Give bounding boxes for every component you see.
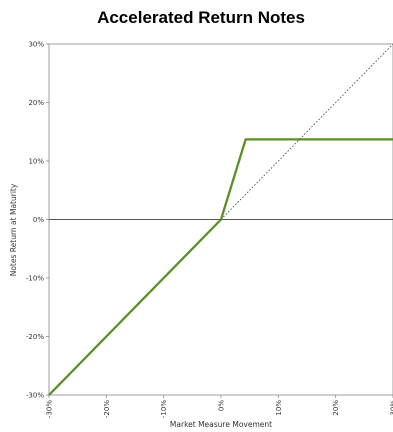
x-tick-label: -20%	[103, 400, 111, 418]
y-tick-label: -30%	[26, 392, 44, 400]
notes-return-line	[48, 138, 393, 396]
series-group	[48, 43, 393, 396]
x-axis-label: Market Measure Movement	[170, 420, 272, 429]
x-tick-label: -10%	[160, 400, 168, 418]
y-tick-label: 30%	[28, 41, 44, 49]
y-axis-ticks: 30% 20% 10% 0% -10% -20% -30%	[26, 41, 49, 400]
y-tick-label: 10%	[28, 158, 44, 166]
chart-title: Accelerated Return Notes	[97, 8, 305, 27]
y-tick-label: -10%	[26, 275, 44, 283]
y-axis-label: Notes Return at Maturity	[9, 183, 18, 276]
x-tick-label: -30%	[46, 400, 54, 418]
x-tick-label: 30%	[390, 400, 393, 416]
y-tick-label: 20%	[28, 99, 44, 107]
y-tick-label: 0%	[33, 216, 44, 224]
x-axis-ticks: -30% -20% -10% 0% 10% 20% 30%	[46, 395, 393, 418]
x-tick-label: 0%	[218, 400, 226, 411]
y-tick-label: -20%	[26, 333, 44, 341]
x-tick-label: 10%	[275, 400, 283, 416]
x-tick-label: 20%	[332, 400, 340, 416]
reference-diagonal-line	[220, 43, 393, 220]
